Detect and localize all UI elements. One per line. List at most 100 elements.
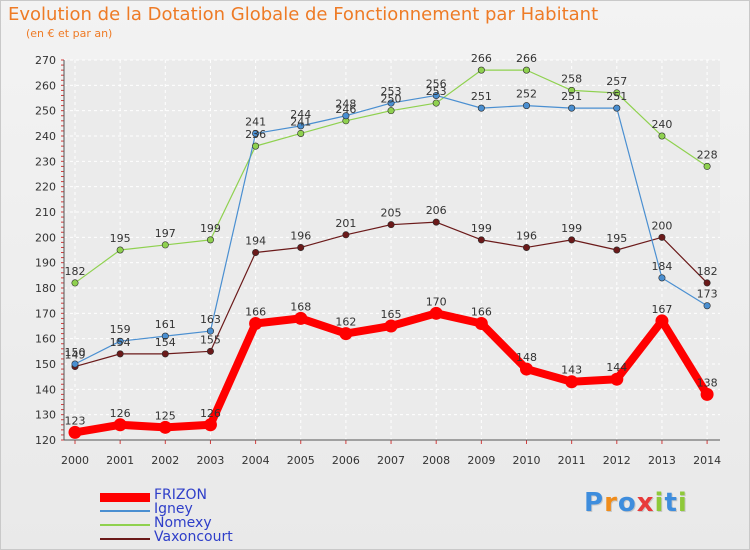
data-label-frizon: 138 — [697, 376, 718, 389]
data-point-frizon — [203, 418, 217, 432]
data-point-frizon — [474, 316, 488, 330]
data-label-nomexy: 257 — [606, 75, 627, 88]
data-label-vaxoncourt: 199 — [561, 222, 582, 235]
y-tick-label: 150 — [35, 358, 56, 371]
data-point-frizon — [113, 418, 127, 432]
data-point-nomexy — [387, 107, 395, 115]
data-point-vaxoncourt — [161, 350, 169, 358]
data-label-nomexy: 236 — [245, 128, 266, 141]
y-tick-label: 260 — [35, 79, 56, 92]
data-point-nomexy — [477, 66, 485, 74]
data-point-nomexy — [568, 86, 576, 94]
data-point-igney — [522, 102, 530, 110]
data-point-vaxoncourt — [477, 236, 485, 244]
data-label-igney: 173 — [697, 288, 718, 301]
data-label-vaxoncourt: 149 — [65, 349, 86, 362]
data-point-vaxoncourt — [522, 243, 530, 251]
chart-subtitle: (en € et par an) — [26, 27, 113, 40]
y-tick-label: 140 — [35, 383, 56, 396]
data-point-vaxoncourt — [116, 350, 124, 358]
data-point-vaxoncourt — [613, 246, 621, 254]
x-tick-label: 2013 — [648, 454, 676, 467]
legend-swatch — [100, 510, 150, 512]
data-label-igney: 253 — [381, 85, 402, 98]
data-point-igney — [342, 112, 350, 120]
y-tick-label: 270 — [35, 54, 56, 67]
data-point-frizon — [655, 314, 669, 328]
data-label-nomexy: 240 — [651, 118, 672, 131]
data-point-vaxoncourt — [297, 243, 305, 251]
data-point-frizon — [249, 316, 263, 330]
y-tick-label: 210 — [35, 206, 56, 219]
data-point-igney — [252, 129, 260, 137]
logo-letter: i — [654, 488, 665, 518]
data-point-igney — [116, 337, 124, 345]
data-point-vaxoncourt — [252, 249, 260, 257]
data-point-nomexy — [613, 89, 621, 97]
y-tick-label: 120 — [35, 434, 56, 447]
x-tick-label: 2011 — [558, 454, 586, 467]
data-label-vaxoncourt: 206 — [426, 204, 447, 217]
y-tick-label: 200 — [35, 231, 56, 244]
data-label-frizon: 166 — [471, 305, 492, 318]
y-tick-label: 230 — [35, 155, 56, 168]
data-label-igney: 248 — [335, 98, 356, 111]
x-tick-label: 2014 — [693, 454, 721, 467]
x-tick-label: 2007 — [377, 454, 405, 467]
data-label-nomexy: 258 — [561, 72, 582, 85]
data-point-vaxoncourt — [387, 221, 395, 229]
x-tick-label: 2010 — [513, 454, 541, 467]
data-label-vaxoncourt: 196 — [290, 229, 311, 242]
data-label-igney: 163 — [200, 313, 221, 326]
y-tick-label: 240 — [35, 130, 56, 143]
data-point-igney — [658, 274, 666, 282]
data-point-igney — [568, 104, 576, 112]
logo-letter: r — [604, 488, 618, 518]
data-label-vaxoncourt: 182 — [697, 265, 718, 278]
data-label-frizon: 162 — [335, 316, 356, 329]
data-label-vaxoncourt: 154 — [155, 336, 176, 349]
data-label-igney: 161 — [155, 318, 176, 331]
data-label-igney: 252 — [516, 88, 537, 101]
data-label-igney: 184 — [651, 260, 672, 273]
x-tick-label: 2003 — [196, 454, 224, 467]
data-label-vaxoncourt: 154 — [110, 336, 131, 349]
y-tick-label: 220 — [35, 181, 56, 194]
data-point-igney — [206, 327, 214, 335]
data-label-frizon: 143 — [561, 364, 582, 377]
data-point-vaxoncourt — [703, 279, 711, 287]
data-label-vaxoncourt: 205 — [381, 207, 402, 220]
data-point-vaxoncourt — [432, 218, 440, 226]
legend-label: Vaxoncourt — [154, 529, 233, 545]
data-point-igney — [297, 122, 305, 130]
legend-label: FRIZON — [154, 487, 207, 503]
x-tick-label: 2001 — [106, 454, 134, 467]
data-point-nomexy — [703, 162, 711, 170]
data-point-nomexy — [432, 99, 440, 107]
data-label-nomexy: 228 — [697, 148, 718, 161]
data-point-igney — [703, 302, 711, 310]
data-label-nomexy: 266 — [471, 52, 492, 65]
data-point-nomexy — [116, 246, 124, 254]
data-point-vaxoncourt — [658, 233, 666, 241]
data-label-igney: 251 — [471, 90, 492, 103]
data-label-vaxoncourt: 201 — [335, 217, 356, 230]
data-label-nomexy: 253 — [426, 85, 447, 98]
data-label-igney: 256 — [426, 77, 447, 90]
data-label-nomexy: 195 — [110, 232, 131, 245]
logo-letter: i — [677, 488, 688, 518]
data-point-frizon — [294, 311, 308, 325]
data-point-frizon — [429, 306, 443, 320]
data-point-nomexy — [522, 66, 530, 74]
data-point-frizon — [158, 420, 172, 434]
data-label-igney: 251 — [606, 90, 627, 103]
data-label-nomexy: 246 — [335, 103, 356, 116]
data-label-nomexy: 250 — [381, 93, 402, 106]
chart-title: Evolution de la Dotation Globale de Fonc… — [8, 4, 599, 25]
data-point-nomexy — [252, 142, 260, 150]
data-point-vaxoncourt — [342, 231, 350, 239]
data-label-frizon: 165 — [381, 308, 402, 321]
x-tick-label: 2009 — [467, 454, 495, 467]
x-tick-label: 2002 — [151, 454, 179, 467]
